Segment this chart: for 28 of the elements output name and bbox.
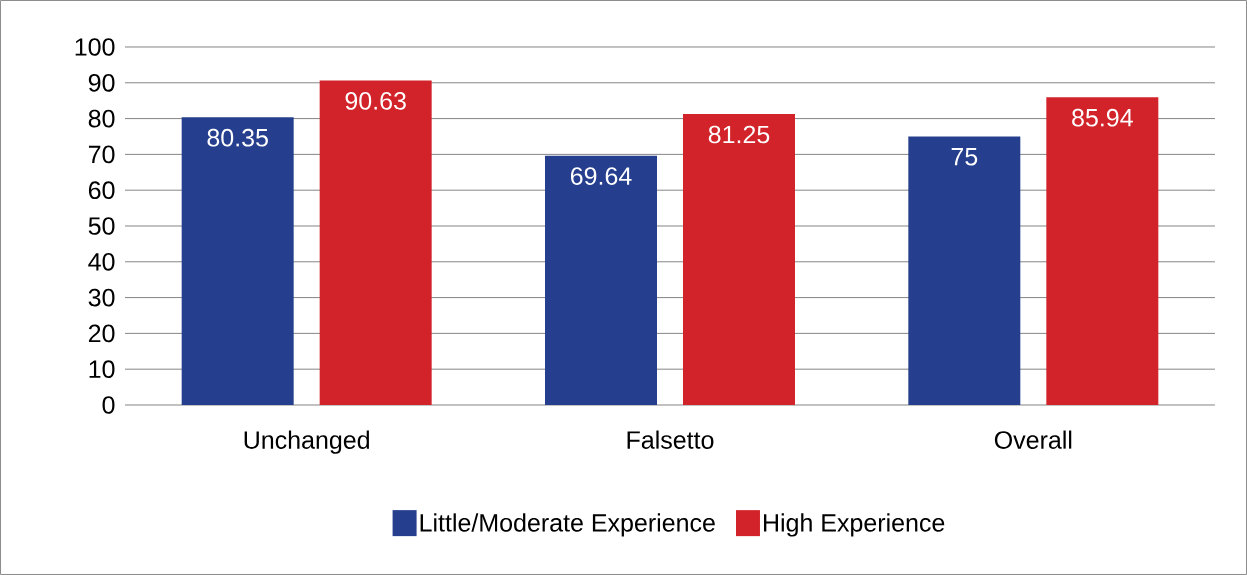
y-tick-label: 80	[88, 109, 115, 128]
bar	[1046, 97, 1159, 405]
y-tick-label: 70	[88, 145, 115, 164]
y-tick-label: 20	[88, 324, 115, 343]
y-tick-label: 30	[88, 288, 115, 307]
y-tick-label: 0	[102, 396, 115, 414]
x-tick-label: Overall	[994, 430, 1072, 449]
data-label: 69.64	[570, 167, 632, 185]
bar	[908, 136, 1021, 405]
bar	[683, 114, 795, 405]
bar	[319, 80, 432, 405]
y-tick-label: 50	[88, 217, 115, 235]
x-tick-label: Falsetto	[627, 430, 714, 449]
y-tick-label: 10	[89, 360, 115, 379]
bar	[545, 155, 657, 405]
y-tick-label: 40	[88, 252, 115, 271]
data-label: 80.35	[207, 128, 268, 147]
x-tick-label: Unchanged	[244, 430, 369, 454]
y-tick-label: 60	[88, 181, 115, 200]
y-tick-label: 100	[75, 38, 115, 56]
y-tick-label: 90	[88, 73, 115, 92]
bar	[181, 117, 294, 405]
data-label: 75	[951, 148, 978, 166]
legend-label: Little/Moderate Experience	[420, 513, 715, 537]
legend-label: High Experience	[764, 513, 945, 537]
data-label: 85.94	[1072, 108, 1133, 127]
data-label: 90.63	[345, 92, 406, 110]
data-label: 81.25	[708, 125, 770, 144]
